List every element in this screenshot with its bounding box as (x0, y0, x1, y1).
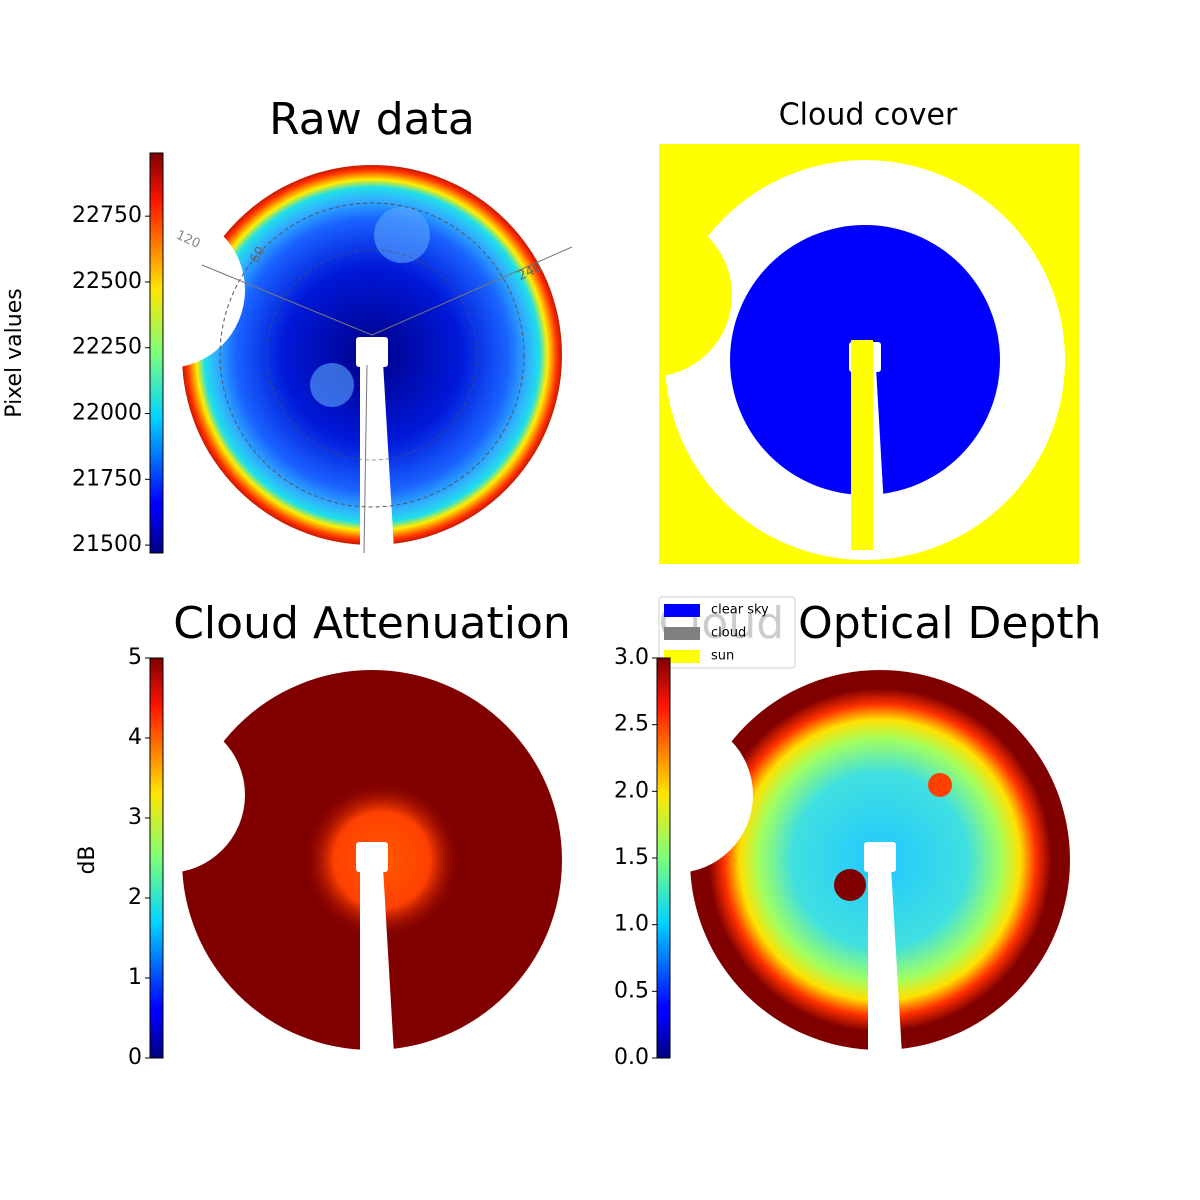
legend-label: sun (711, 649, 734, 664)
colorbar (656, 657, 671, 1059)
colorbar-tick-label: 5 (128, 645, 142, 670)
colorbar-tick-label: 4 (128, 725, 142, 750)
colorbar-tick-label: 1 (128, 965, 142, 990)
panel-title: Cloud cover (779, 98, 958, 133)
colorbar-tick-label: 0 (128, 1045, 142, 1070)
colorbar (149, 152, 164, 554)
colorbar-tick-label: 21750 (72, 466, 142, 491)
panel-title: Raw data (269, 94, 475, 145)
raw-image (177, 160, 573, 554)
colorbar-tick-label: 22750 (72, 203, 142, 228)
colorbar-tick-label: 1.5 (614, 845, 649, 870)
panel-title: Cloud Attenuation (173, 598, 571, 649)
colorbar-tick-label: 0.0 (614, 1045, 649, 1070)
colorbar-tick-label: 3 (128, 805, 142, 830)
colorbar-tick-label: 22250 (72, 335, 142, 360)
legend-swatch (664, 627, 700, 640)
colorbar-tick-label: 1.0 (614, 912, 649, 937)
cloud-cover-image (665, 160, 1065, 560)
colorbar-tick-label: 2 (128, 885, 142, 910)
colorbar (149, 657, 164, 1059)
colorbar-tick-label: 22500 (72, 269, 142, 294)
colorbar-tick-label: 21500 (72, 532, 142, 557)
attenuation-image (177, 665, 567, 1055)
polar-label: 120 (174, 228, 203, 252)
colorbar-tick-label: 3.0 (614, 645, 649, 670)
legend-label: cloud (711, 626, 746, 641)
colorbar-tick-label: 2.0 (614, 778, 649, 803)
colorbar-label: Pixel values (2, 288, 27, 417)
legend-label: clear sky (711, 603, 769, 618)
legend-swatch (664, 650, 700, 663)
colorbar-tick-label: 2.5 (614, 712, 649, 737)
colorbar-tick-label: 22000 (72, 401, 142, 426)
polar-label: 60 (247, 244, 268, 266)
colorbar-label: dB (75, 845, 100, 874)
legend-swatch (664, 604, 700, 617)
optical-depth-image (685, 665, 1075, 1055)
colorbar-tick-label: 0.5 (614, 978, 649, 1003)
